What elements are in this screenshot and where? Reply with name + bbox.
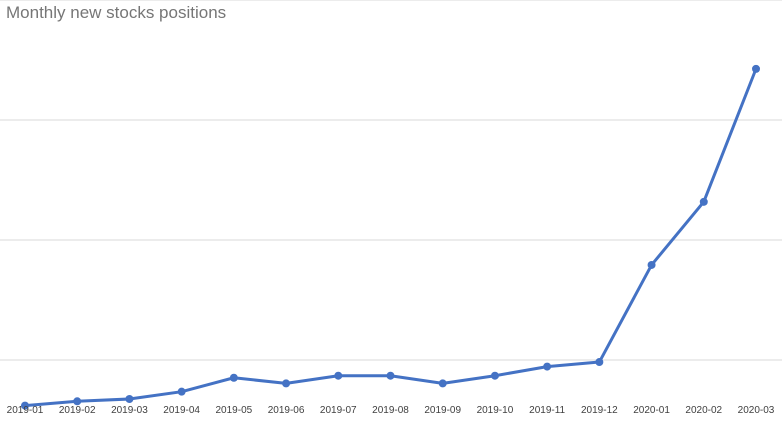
x-tick-label: 2020-03: [738, 405, 775, 416]
x-tick-label: 2020-01: [633, 405, 670, 416]
x-tick-label: 2019-03: [111, 405, 148, 416]
x-tick-label: 2019-12: [581, 405, 618, 416]
x-tick-label: 2020-02: [685, 405, 722, 416]
data-point: [125, 395, 134, 403]
data-point: [334, 371, 343, 380]
x-axis-ticks: 2019-01 2019-02 2019-03 2019-04 2019-05 2019-…: [7, 405, 775, 416]
series-line-layer: [23, 67, 758, 408]
gridlines: [0, 0, 782, 361]
data-point: [543, 362, 552, 371]
data-point: [438, 379, 447, 388]
x-tick-label: 2019-09: [424, 405, 461, 416]
data-point: [490, 371, 499, 380]
x-tick-label: 2019-11: [529, 405, 565, 416]
data-point: [73, 397, 82, 406]
x-tick-label: 2019-08: [372, 405, 409, 416]
x-tick-label: 2019-06: [268, 405, 305, 416]
series-line: [23, 67, 758, 408]
data-point: [21, 401, 29, 410]
x-tick-label: 2019-02: [59, 405, 96, 416]
data-point: [386, 371, 395, 380]
data-point: [699, 197, 708, 206]
x-tick-label: 2019-04: [163, 405, 200, 416]
x-tick-label: 2019-01: [7, 405, 44, 416]
x-tick-label: 2019-10: [477, 405, 514, 416]
data-point: [647, 260, 656, 269]
data-point: [752, 64, 760, 73]
x-tick-label: 2019-07: [320, 405, 357, 416]
data-points: [21, 64, 760, 410]
data-point: [229, 373, 238, 382]
chart-title: Monthly new stocks positions: [6, 3, 227, 22]
x-tick-label: 2019-05: [216, 405, 253, 416]
data-point: [282, 379, 291, 388]
data-point: [177, 387, 186, 396]
data-point: [595, 358, 604, 367]
